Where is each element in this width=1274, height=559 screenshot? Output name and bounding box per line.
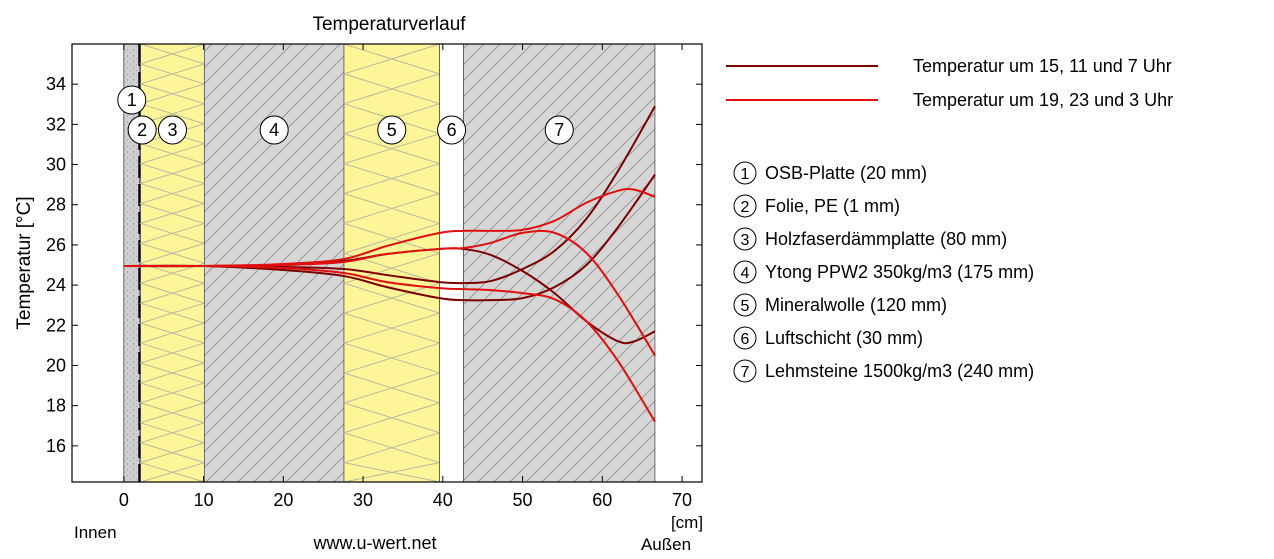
layer-legend-item-5: 5 Mineralwolle (120 mm) xyxy=(733,293,947,317)
layer-legend-badge xyxy=(733,161,757,185)
legend-label: Temperatur um 15, 11 und 7 Uhr xyxy=(913,56,1172,76)
badge-circle xyxy=(127,115,157,145)
layer-legend-number: 4 xyxy=(741,265,750,282)
layer-badge-3: 3 xyxy=(157,115,187,145)
temperature-curve-5 xyxy=(123,229,656,356)
layer-legend-label: Lehmsteine 1500kg/m3 (240 mm) xyxy=(765,361,1034,381)
layer-badge-5: 5 xyxy=(377,115,407,145)
legend: Temperatur um 15, 11 und 7 Uhr Temperatur… xyxy=(726,56,1173,383)
plot-frame xyxy=(71,43,703,483)
badge-circle xyxy=(117,85,147,115)
chart-title: Temperaturverlauf xyxy=(312,14,466,35)
layer-legend-badge xyxy=(733,260,757,284)
temperature-curve-4 xyxy=(123,187,656,268)
layer-legend-item-3: 3 Holzfaserdämmplatte (80 mm) xyxy=(733,227,1007,251)
layer-badge-7: 7 xyxy=(544,115,574,145)
x-tick-label: 30 xyxy=(353,490,373,510)
layer-legend-badge xyxy=(733,227,757,251)
y-tick-label: 22 xyxy=(46,315,66,335)
y-tick-label: 16 xyxy=(46,436,66,456)
layer-legend-badge xyxy=(733,359,757,383)
x-tick-label: 10 xyxy=(194,490,214,510)
x-axis-ticks: 0 10 20 30 40 50 60 70 xyxy=(119,44,692,510)
layer-number-badges: 12 3 4 5 6 7 xyxy=(117,85,574,145)
x-tick-label: 60 xyxy=(592,490,612,510)
layer-legend-label: Folie, PE (1 mm) xyxy=(765,196,900,216)
layer-legend-label: Luftschicht (30 mm) xyxy=(765,328,923,348)
x-tick-label: 50 xyxy=(513,490,533,510)
layer-legend-label: Mineralwolle (120 mm) xyxy=(765,295,947,315)
legend-entry-1: Temperatur um 15, 11 und 7 Uhr xyxy=(726,56,1172,76)
y-tick-label: 24 xyxy=(46,275,66,295)
badge-number: 1 xyxy=(127,90,137,110)
y-axis-label: Temperatur [°C] xyxy=(14,196,35,329)
layer-badge-4: 4 xyxy=(259,115,289,145)
badge-number: 7 xyxy=(554,120,564,140)
y-tick-label: 30 xyxy=(46,155,66,175)
x-tick-label: 70 xyxy=(672,490,692,510)
insulation-pattern xyxy=(138,43,207,483)
layer-insulation-3 xyxy=(138,43,207,483)
layer-legend-number: 2 xyxy=(741,199,750,216)
layer-legend-item-6: 6 Luftschicht (30 mm) xyxy=(733,326,923,350)
layer-legend-label: Holzfaserdämmplatte (80 mm) xyxy=(765,229,1007,249)
y-tick-label: 28 xyxy=(46,195,66,215)
layer-legend-item-7: 7 Lehmsteine 1500kg/m3 (240 mm) xyxy=(733,359,1034,383)
insulation-fill xyxy=(343,43,441,483)
wall-layers xyxy=(123,43,656,483)
badge-circle xyxy=(157,115,187,145)
insulation-pattern xyxy=(342,43,442,483)
layer-legend-badge xyxy=(733,194,757,218)
website-footer: www.u-wert.net xyxy=(312,533,436,553)
badge-number: 5 xyxy=(387,120,397,140)
layer-legend-number: 1 xyxy=(741,166,750,183)
layer-badge-1: 1 xyxy=(117,85,147,115)
badge-circle xyxy=(377,115,407,145)
badge-circle xyxy=(437,115,467,145)
y-tick-label: 32 xyxy=(46,114,66,134)
layer-legend-number: 3 xyxy=(741,232,750,249)
layer-legend-label: Ytong PPW2 350kg/m3 (175 mm) xyxy=(765,262,1034,282)
x-axis-unit: [cm] xyxy=(671,513,703,532)
temperature-curve-6 xyxy=(123,264,656,423)
layer-air xyxy=(439,43,464,483)
layer-badge-6: 6 xyxy=(437,115,467,145)
legend-entry-2: Temperatur um 19, 23 und 3 Uhr xyxy=(726,90,1173,110)
layer-insulation-5 xyxy=(342,43,442,483)
temperature-curves xyxy=(123,105,656,423)
layer-legend-number: 6 xyxy=(741,331,750,348)
layer-legend-number: 7 xyxy=(741,364,750,381)
x-tick-label: 40 xyxy=(433,490,453,510)
y-tick-label: 18 xyxy=(46,396,66,416)
layer-legend-item-1: 1 OSB-Platte (20 mm) xyxy=(733,161,927,185)
layer-legend-number: 5 xyxy=(741,298,750,315)
layer-legend-badge xyxy=(733,293,757,317)
badge-circle xyxy=(544,115,574,145)
outside-label: Außen xyxy=(641,535,691,554)
layer-badge-2: 2 xyxy=(127,115,157,145)
inside-label: Innen xyxy=(74,523,117,542)
temperature-curve-2 xyxy=(123,174,656,302)
layer-legend-badge xyxy=(733,326,757,350)
badge-number: 4 xyxy=(269,120,279,140)
insulation-fill xyxy=(140,43,205,483)
layer-legend-label: OSB-Platte (20 mm) xyxy=(765,163,927,183)
legend-label: Temperatur um 19, 23 und 3 Uhr xyxy=(913,90,1173,110)
badge-number: 2 xyxy=(137,120,147,140)
y-tick-label: 20 xyxy=(46,355,66,375)
badge-number: 3 xyxy=(167,120,177,140)
x-tick-label: 20 xyxy=(273,490,293,510)
y-tick-label: 34 xyxy=(46,74,66,94)
layer-legend-item-2: 2 Folie, PE (1 mm) xyxy=(733,194,900,218)
layer-masonry-7 xyxy=(463,43,656,483)
badge-circle xyxy=(259,115,289,145)
layer-legend-item-4: 4 Ytong PPW2 350kg/m3 (175 mm) xyxy=(733,260,1034,284)
badge-number: 6 xyxy=(447,120,457,140)
y-tick-label: 26 xyxy=(46,235,66,255)
x-tick-label: 0 xyxy=(119,490,129,510)
